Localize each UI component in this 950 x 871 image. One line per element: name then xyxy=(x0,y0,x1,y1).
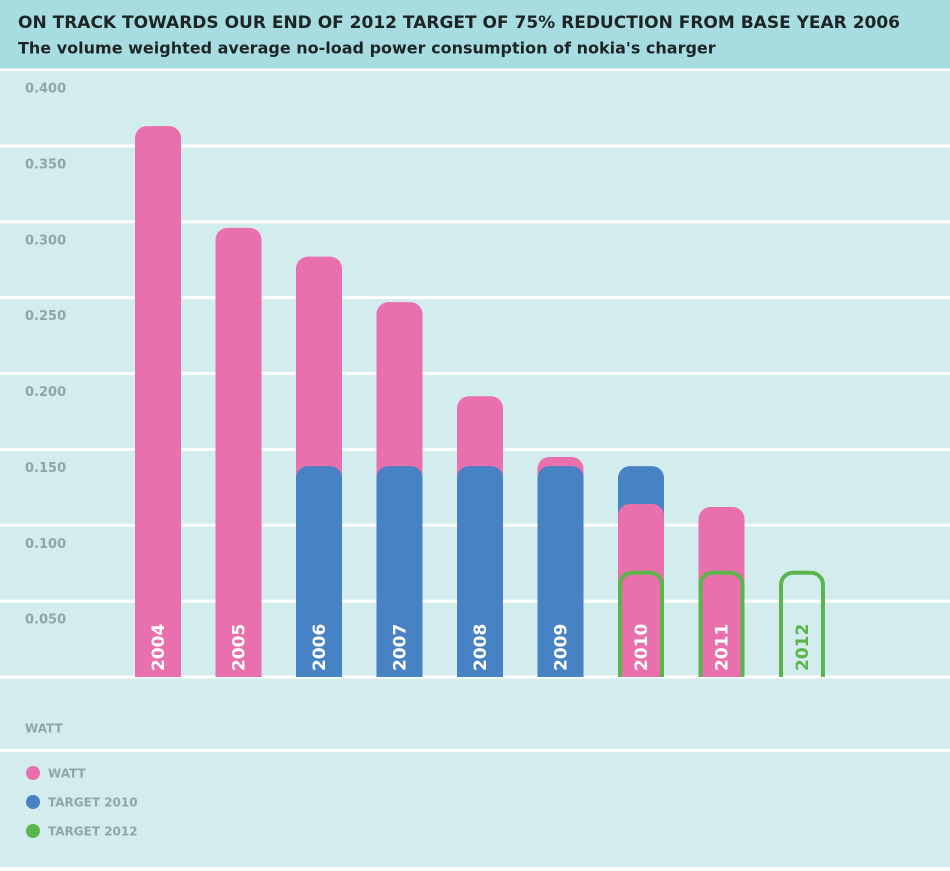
x-tick-label: 2004 xyxy=(149,624,169,671)
y-tick-label: 0.300 xyxy=(25,233,66,248)
y-tick-label: 0.100 xyxy=(25,537,66,552)
legend-swatch xyxy=(26,766,40,780)
y-tick-label: 0.400 xyxy=(25,82,66,97)
grid-line xyxy=(0,220,950,224)
legend-swatch xyxy=(26,795,40,809)
target-outline xyxy=(698,570,745,677)
x-tick-label: 2009 xyxy=(552,624,572,671)
separator xyxy=(0,749,950,752)
chart-title: ON TRACK TOWARDS OUR END OF 2012 TARGET … xyxy=(18,13,900,33)
header xyxy=(0,0,950,72)
y-tick-label: 0.250 xyxy=(25,309,66,324)
x-tick-label: 2008 xyxy=(471,624,491,671)
x-tick-label: 2005 xyxy=(230,624,250,671)
y-tick-label: 0.050 xyxy=(25,613,66,628)
y-tick-label: 0.150 xyxy=(25,461,66,476)
bar xyxy=(296,466,342,677)
grid-line xyxy=(0,68,950,72)
legend-swatch xyxy=(26,824,40,838)
bar xyxy=(215,227,262,677)
target-outline xyxy=(618,570,664,677)
bar xyxy=(457,466,503,677)
x-tick-label: 2011 xyxy=(713,624,733,671)
legend-label: TARGET 2012 xyxy=(48,825,138,839)
grid-line xyxy=(0,296,950,300)
y-tick-label: 0.200 xyxy=(25,385,66,400)
x-tick-label: 2007 xyxy=(391,624,411,671)
grid-line xyxy=(0,372,950,375)
chart-subtitle: The volume weighted average no-load powe… xyxy=(18,39,716,58)
bar xyxy=(698,507,745,677)
bar xyxy=(618,504,664,677)
target-outline xyxy=(779,570,825,677)
y-tick-label: 0.350 xyxy=(25,157,66,172)
x-tick-label: 2006 xyxy=(310,624,330,671)
y-axis-label: WATT xyxy=(25,722,64,736)
x-tick-label: 2012 xyxy=(793,624,813,671)
legend-label: TARGET 2010 xyxy=(48,796,138,810)
grid-line xyxy=(0,144,950,148)
x-tick-label: 2010 xyxy=(632,624,652,671)
bar xyxy=(135,126,181,677)
legend-label: WATT xyxy=(48,767,87,781)
bar xyxy=(537,466,584,677)
bar xyxy=(376,466,423,677)
